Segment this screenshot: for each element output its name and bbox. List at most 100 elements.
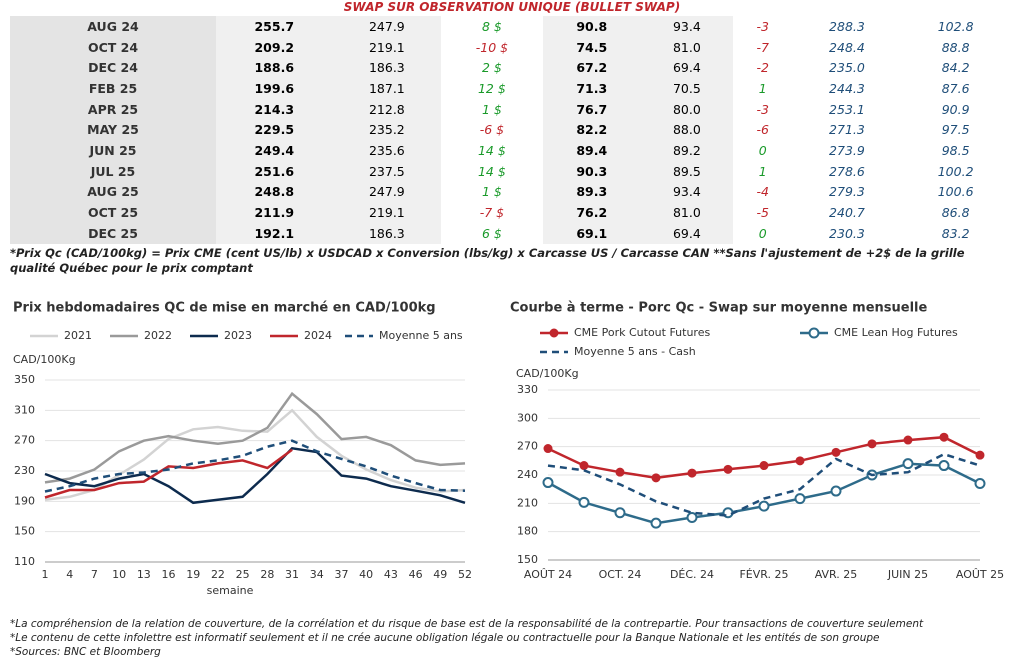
table-cell: 88.0 <box>640 119 733 141</box>
table-cell: 230.3 <box>829 225 865 241</box>
legend-label: 2023 <box>224 329 252 342</box>
point <box>578 496 590 508</box>
table-cell: 255.7 <box>216 16 333 37</box>
chart-title: Courbe à terme - Porc Qc - Swap sur moye… <box>510 301 928 316</box>
table-cell: 90.3 <box>542 160 641 182</box>
x-tick-label: 19 <box>186 568 200 581</box>
table-cell: 219.1 <box>332 202 442 223</box>
legend-label: Moyenne 5 ans <box>379 329 463 342</box>
table-cell: 84.2 <box>941 60 970 76</box>
series-line <box>44 391 466 484</box>
table-cell: 70.5 <box>640 78 733 99</box>
table-row: OCT 25 211.9 219.1 -7 $ 76.2 81.0 -5 240.7 86.8 <box>10 202 1010 223</box>
point <box>830 485 842 497</box>
y-tick-label: 190 <box>14 494 35 507</box>
table-cell: 1 $ <box>481 184 502 200</box>
table-row: DEC 24 188.6 186.3 2 $ 67.2 69.4 -2 235.0 84.2 <box>10 57 1010 79</box>
x-tick-label: 16 <box>162 568 176 581</box>
table-row: AUG 24 255.7 247.9 8 $ 90.8 93.4 -3 288.3 102.8 <box>10 16 1010 37</box>
legend-label: CME Pork Cutout Futures <box>574 326 710 339</box>
series-line <box>44 408 466 502</box>
table-cell: 209.2 <box>216 36 333 58</box>
x-tick-label: 22 <box>211 568 225 581</box>
x-axis-label: semaine <box>207 584 254 597</box>
point <box>831 447 841 457</box>
table-cell: 102.8 <box>937 18 974 34</box>
table-cell: 247.9 <box>332 16 442 37</box>
table-cell: 278.6 <box>829 163 865 179</box>
point <box>614 507 626 519</box>
point <box>615 467 625 477</box>
legend-label: 2024 <box>304 329 332 342</box>
table-cell: 89.5 <box>640 160 733 182</box>
table-cell: -6 $ <box>479 122 505 138</box>
table-cell: 82.2 <box>542 119 641 141</box>
point <box>542 477 554 489</box>
table-cell: 100.6 <box>937 184 974 200</box>
table-cell: 67.2 <box>542 57 641 79</box>
table-cell: -3 <box>756 101 769 117</box>
table-cell: FEB 25 <box>10 78 216 99</box>
y-tick-label: 210 <box>517 496 538 509</box>
table-cell: 253.1 <box>829 101 865 117</box>
table-cell: 229.5 <box>216 119 333 141</box>
table-cell: 89.4 <box>542 140 641 161</box>
y-tick-label: 150 <box>14 525 35 538</box>
x-tick-label: OCT. 24 <box>599 568 642 581</box>
table-cell: 100.2 <box>937 163 974 179</box>
table-cell: 93.4 <box>640 181 733 203</box>
point <box>795 456 805 466</box>
table-cell: 81.0 <box>640 202 733 223</box>
x-tick-label: 40 <box>359 568 373 581</box>
table-cell: 212.8 <box>332 98 442 120</box>
x-tick-label: AVR. 25 <box>815 568 858 581</box>
table-cell: 12 $ <box>477 80 506 96</box>
table-cell: 90.9 <box>941 101 970 117</box>
series-line <box>44 446 466 505</box>
table-cell: 1 $ <box>481 101 502 117</box>
table-cell: 98.5 <box>941 142 970 158</box>
legend-marker <box>808 327 820 339</box>
charts: Prix hebdomadaires QC de mise en marché … <box>13 301 1004 598</box>
series-line <box>547 435 981 480</box>
legend-label: 2022 <box>144 329 172 342</box>
x-tick-label: 49 <box>433 568 447 581</box>
table-cell: -7 <box>756 39 769 55</box>
table-row: JUN 25 249.4 235.6 14 $ 89.4 89.2 0 273.9 98.5 <box>10 140 1010 161</box>
x-tick-label: FÉVR. 25 <box>739 568 788 581</box>
legend-label: 2021 <box>64 329 92 342</box>
point <box>939 432 949 442</box>
y-tick-label: 270 <box>14 434 35 447</box>
y-tick-label: 310 <box>14 403 35 416</box>
table-cell: 69.4 <box>640 222 733 244</box>
x-tick-label: DÉC. 24 <box>670 568 714 581</box>
table-cell: 93.4 <box>640 16 733 37</box>
table-cell: 288.3 <box>829 18 865 34</box>
y-tick-label: 350 <box>14 373 35 386</box>
table-cell: 273.9 <box>829 142 865 158</box>
table-cell: 6 $ <box>481 225 502 241</box>
table-cell: 188.6 <box>216 57 333 79</box>
table-cell: 219.1 <box>332 36 442 58</box>
table-title: SWAP SUR OBSERVATION UNIQUE (BULLET SWAP… <box>343 0 681 14</box>
table-cell: 14 $ <box>477 142 506 158</box>
point <box>759 461 769 471</box>
table-cell: 1 <box>758 80 767 96</box>
x-tick-label: AOÛT 24 <box>524 568 572 581</box>
table-cell: 97.5 <box>941 122 970 138</box>
table-cell: 249.4 <box>216 140 333 161</box>
x-tick-label: 28 <box>260 568 274 581</box>
table-row: OCT 24 209.2 219.1 -10 $ 74.5 81.0 -7 248.4 88.8 <box>10 36 1010 58</box>
x-tick-label: 7 <box>91 568 98 581</box>
table-cell: 86.8 <box>941 205 970 221</box>
x-tick-label: 37 <box>334 568 348 581</box>
table-cell: DEC 24 <box>10 57 216 79</box>
table-cell: 8 $ <box>481 18 502 34</box>
x-tick-label: 25 <box>236 568 250 581</box>
table-cell: 14 $ <box>477 163 506 179</box>
table-cell: AUG 25 <box>10 181 216 203</box>
table-cell: 0 <box>758 225 767 241</box>
table-cell: 90.8 <box>542 16 641 37</box>
table-cell: 271.3 <box>829 122 865 138</box>
point <box>686 512 698 523</box>
